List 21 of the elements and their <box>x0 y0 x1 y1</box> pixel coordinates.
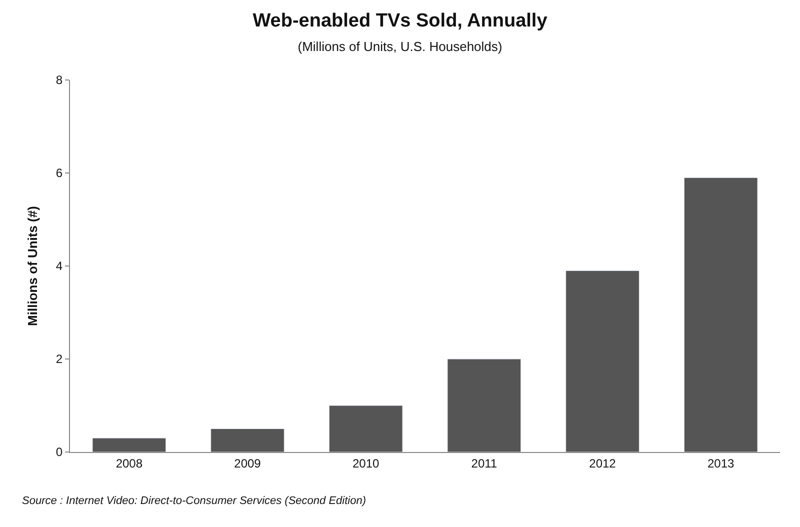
bar <box>447 358 522 452</box>
y-tick-label: 6 <box>56 166 63 180</box>
y-tick-label: 4 <box>56 259 63 274</box>
y-axis-title: Millions of Units (#) <box>24 206 40 326</box>
y-tick-label: 8 <box>56 73 63 88</box>
x-tick-label: 2008 <box>116 456 143 470</box>
chart-title: Web-enabled TVs Sold, Annually <box>252 10 548 32</box>
bar <box>566 270 640 452</box>
source-note: Source : Internet Video: Direct-to-Consumer Services (Second Edition) <box>22 495 366 507</box>
bar <box>210 428 284 452</box>
y-tick-label: 2 <box>56 352 63 366</box>
x-tick-label: 2009 <box>234 456 262 470</box>
bar <box>684 177 758 452</box>
x-tick-label: 2011 <box>471 456 498 470</box>
x-tick-label: 2013 <box>707 456 734 470</box>
chart-subtitle: (Millions of Units, U.S. Households) <box>298 39 502 54</box>
x-tick-label: 2012 <box>589 456 616 470</box>
x-tick-label: 2010 <box>352 456 380 470</box>
bar <box>328 405 403 452</box>
bar <box>92 438 166 452</box>
y-tick-label: 0 <box>56 445 63 460</box>
